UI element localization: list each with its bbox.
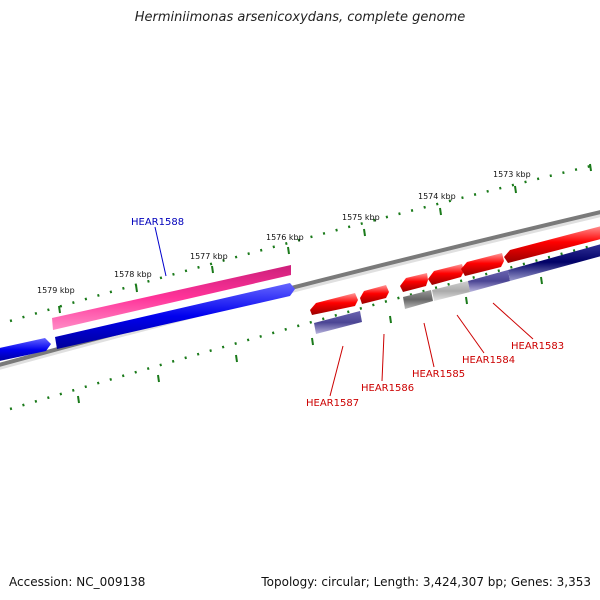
kbp-label: 1573 kbp xyxy=(493,170,531,179)
gene-hear1584-arrow[interactable] xyxy=(428,264,464,285)
gene-navy-block[interactable] xyxy=(508,243,600,281)
gene-label-hear1583[interactable]: HEAR1583 xyxy=(511,341,564,352)
major-tick xyxy=(58,305,61,314)
major-tick xyxy=(363,228,366,237)
gene-label-hear1587[interactable]: HEAR1587 xyxy=(306,398,359,409)
gene-hear1583-arrow[interactable] xyxy=(461,253,504,276)
kbp-label: 1574 kbp xyxy=(418,192,456,201)
gene-label-hear1584[interactable]: HEAR1584 xyxy=(462,355,515,366)
major-tick xyxy=(235,354,238,363)
accession-text: Accession: NC_009138 xyxy=(9,575,146,589)
major-tick xyxy=(157,374,160,383)
major-tick xyxy=(287,246,290,255)
major-tick xyxy=(589,163,592,172)
gene-label-hear1588[interactable]: HEAR1588 xyxy=(131,217,184,228)
genome-title: Herminiimonas arsenicoxydans, complete g… xyxy=(134,10,466,25)
gene-red-arrow-right[interactable] xyxy=(504,225,600,263)
kbp-label: 1577 kbp xyxy=(190,252,228,261)
major-tick xyxy=(311,337,314,346)
major-tick xyxy=(211,265,214,274)
kbp-label: 1575 kbp xyxy=(342,213,380,222)
major-tick xyxy=(135,284,138,293)
gene-slate-block-1587[interactable] xyxy=(314,311,362,334)
gene-light-block[interactable] xyxy=(432,281,470,301)
kbp-label: 1576 kbp xyxy=(266,233,304,242)
gene-blue-arrow-left[interactable] xyxy=(0,338,51,362)
kbp-label: 1578 kbp xyxy=(114,270,152,279)
lower-tick-row xyxy=(9,243,596,411)
major-tick xyxy=(389,315,392,324)
gene-label-hear1586[interactable]: HEAR1586 xyxy=(361,383,414,394)
kbp-label: 1579 kbp xyxy=(37,286,75,295)
leader-line xyxy=(154,226,167,277)
leader-line xyxy=(492,302,534,340)
gene-blue-arrow[interactable] xyxy=(55,283,295,349)
major-tick xyxy=(439,207,442,216)
gene-gray-block[interactable] xyxy=(403,290,433,309)
genome-summary-text: Topology: circular; Length: 3,424,307 bp… xyxy=(261,575,591,589)
gene-label-hear1585[interactable]: HEAR1585 xyxy=(412,369,465,380)
major-tick xyxy=(77,395,80,404)
major-tick xyxy=(514,185,517,194)
leader-line xyxy=(423,322,435,368)
leader-line xyxy=(456,314,485,354)
leader-line xyxy=(381,333,385,382)
upper-tick-row xyxy=(9,163,596,323)
gene-hear1585-arrow[interactable] xyxy=(400,273,428,292)
gene-hear1587-arrow[interactable] xyxy=(310,293,358,315)
gene-slate-block-1584[interactable] xyxy=(468,270,510,292)
leader-line xyxy=(329,345,344,397)
major-tick xyxy=(465,296,468,305)
gene-hear1588-arrow[interactable] xyxy=(52,265,291,330)
major-tick xyxy=(540,276,543,285)
gene-hear1586-arrow[interactable] xyxy=(360,285,389,304)
